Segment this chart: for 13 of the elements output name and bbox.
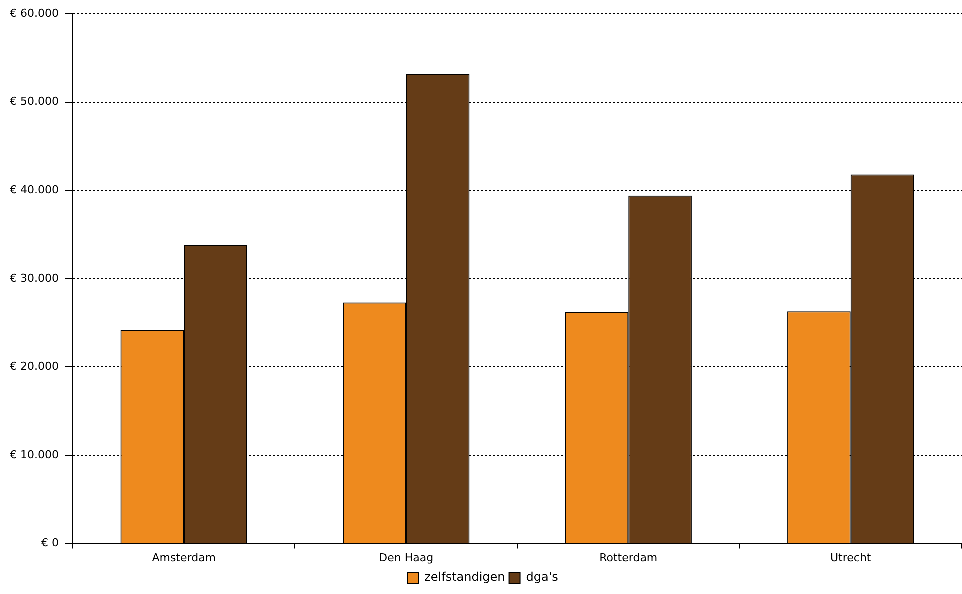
x-tick-label: Amsterdam [152,551,216,564]
y-tick-label: € 50.000 [10,95,59,108]
x-tick-label: Utrecht [830,551,872,564]
y-tick-label: € 10.000 [10,448,59,462]
legend-label: zelfstandigen [424,570,506,584]
x-tick-label: Rotterdam [600,551,658,564]
legend-label: dga's [526,570,558,584]
y-tick-label: € 0 [41,536,59,550]
y-tick-label: € 20.000 [10,360,59,374]
y-tick-label: € 40.000 [10,183,59,196]
x-tick-label: Den Haag [379,551,434,564]
y-tick-label: € 60.000 [10,6,59,20]
y-tick-label: € 30.000 [10,272,59,285]
